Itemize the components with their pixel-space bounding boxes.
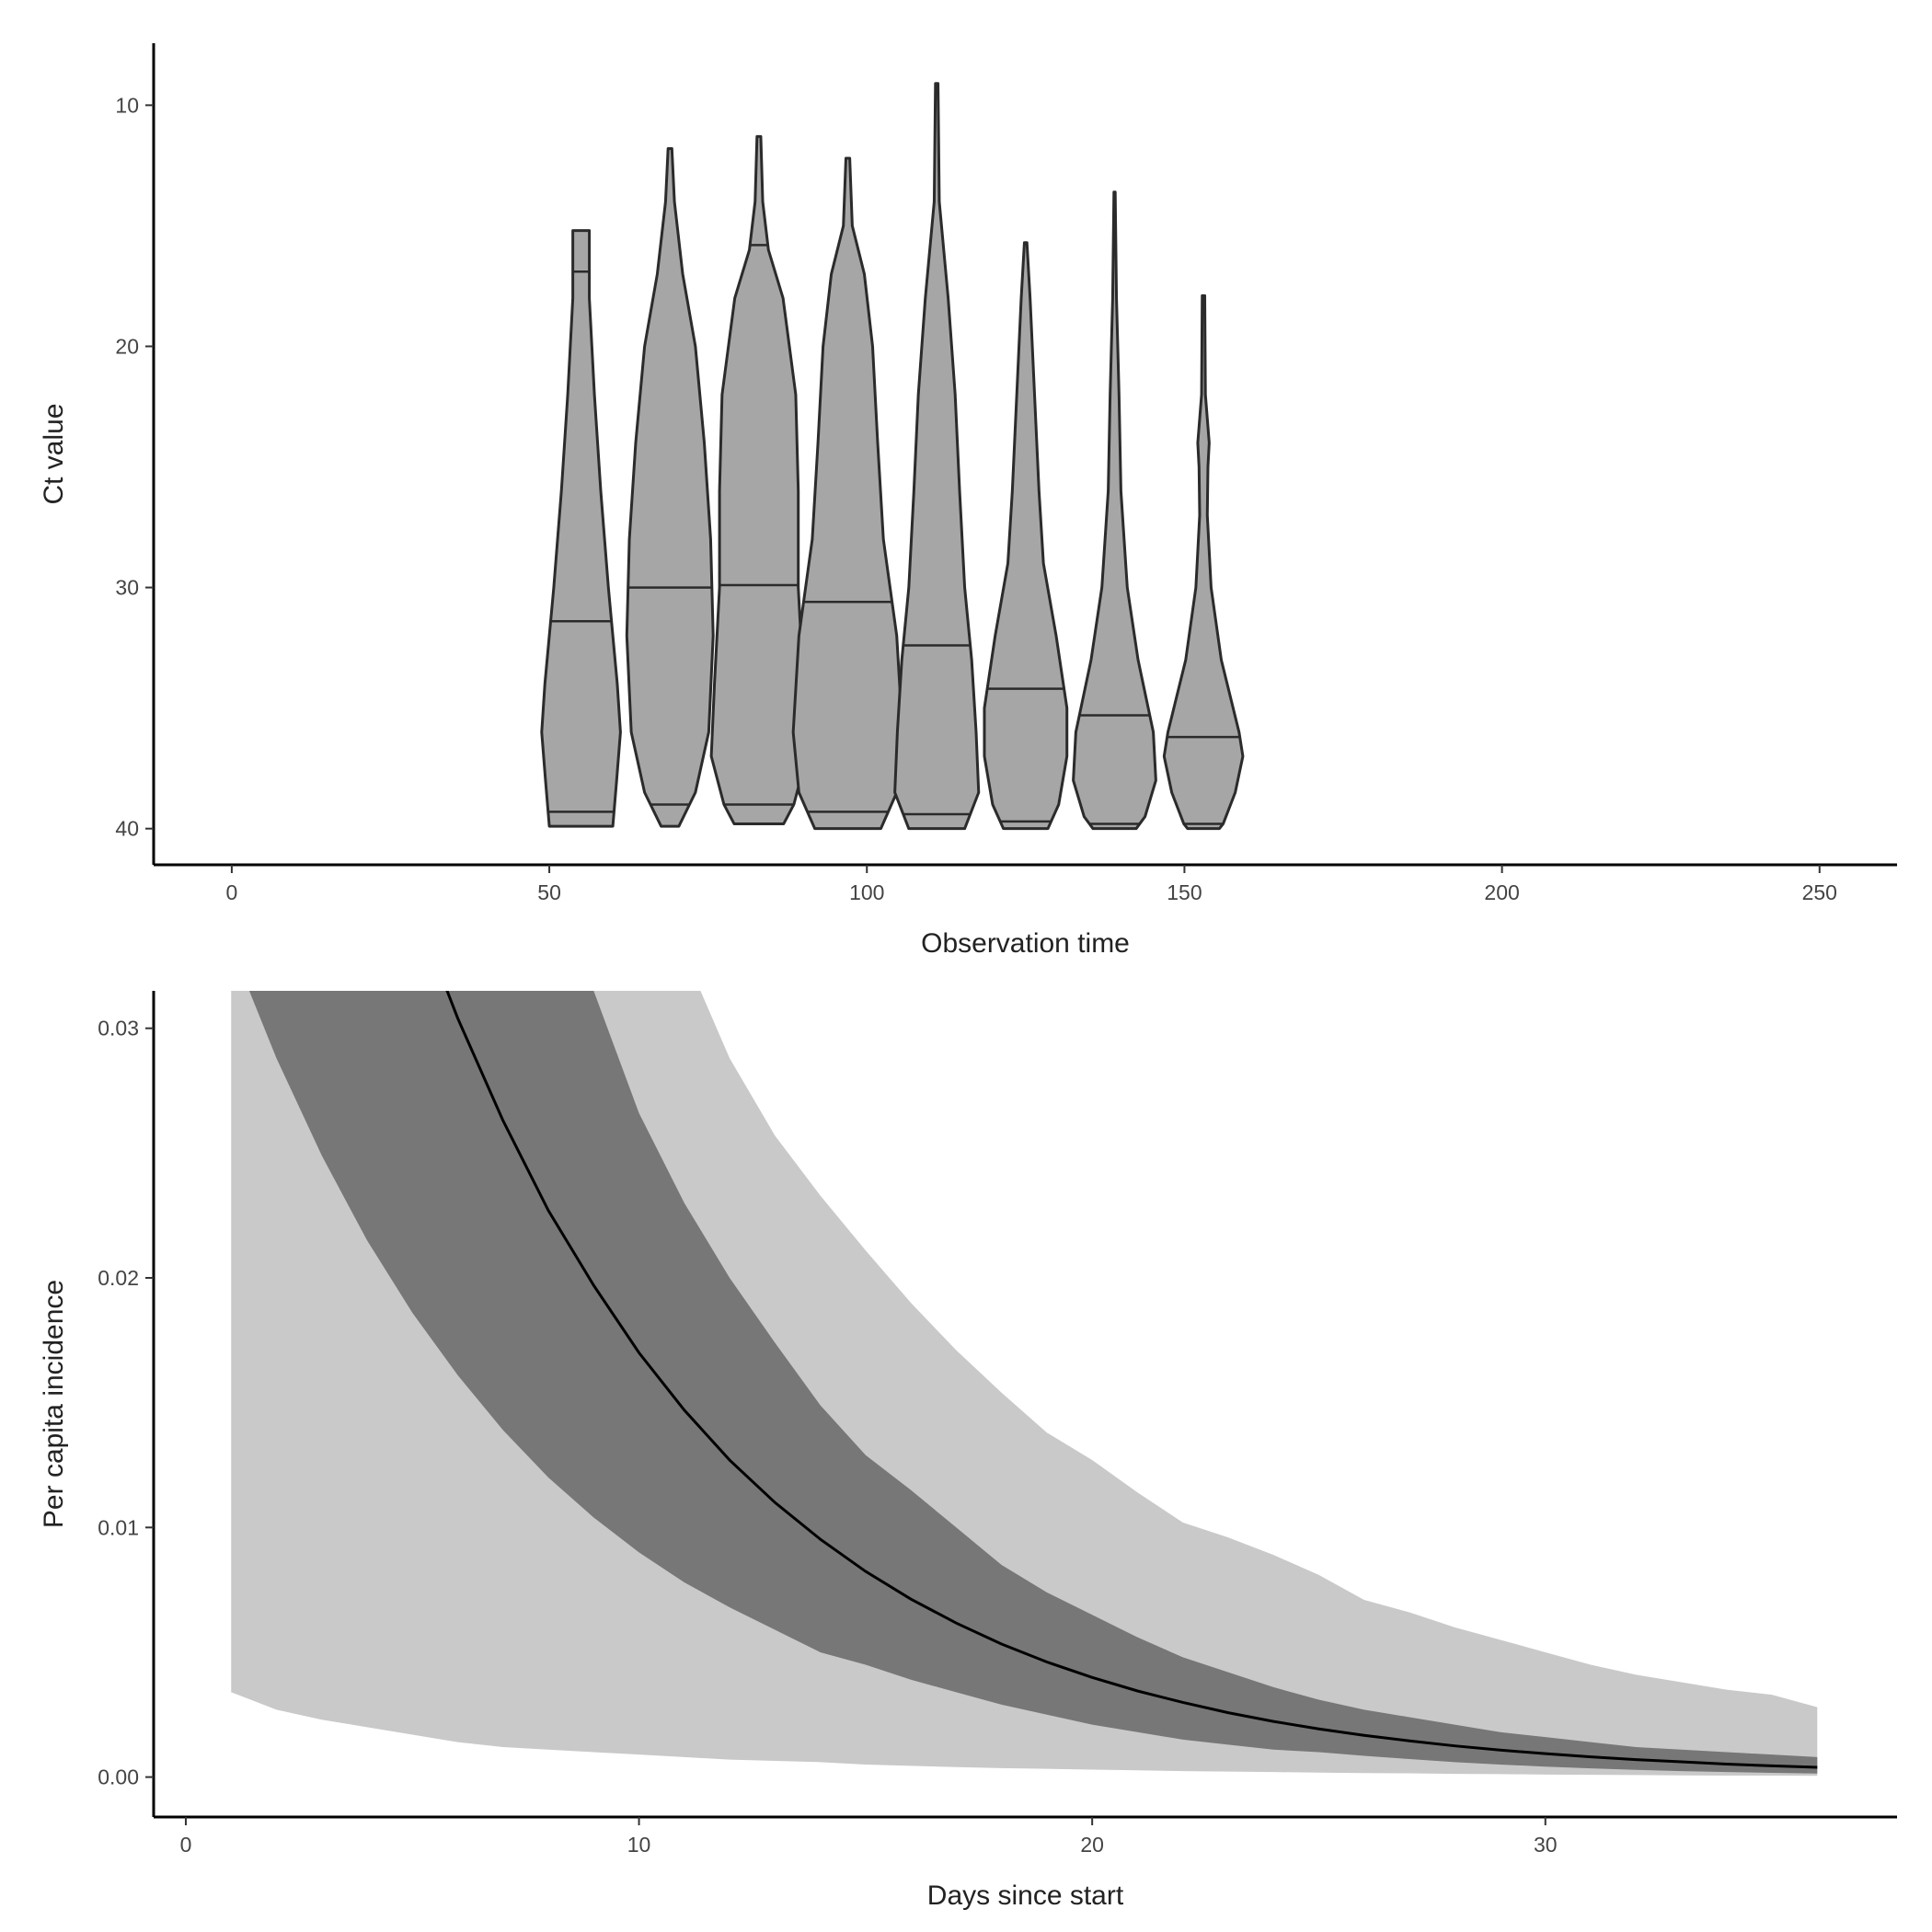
y-tick-label: 0.03 — [98, 1017, 139, 1041]
x-tick-label: 50 — [537, 880, 561, 904]
y-tick-label: 0.02 — [98, 1266, 139, 1290]
x-axis-title: Days since start — [927, 1880, 1124, 1911]
y-axis-title: Per capita incidence — [39, 1280, 69, 1528]
x-tick-label: 150 — [1167, 880, 1202, 904]
violin — [625, 147, 715, 828]
ribbon-50 — [248, 991, 1818, 1774]
x-tick-label: 20 — [1080, 1833, 1104, 1857]
x-tick-label: 200 — [1484, 880, 1519, 904]
violin — [893, 82, 981, 831]
y-tick-label: 20 — [115, 334, 139, 358]
plot-area — [231, 991, 1818, 1777]
y-tick-label: 40 — [115, 817, 139, 841]
violin — [709, 134, 809, 825]
x-tick-label: 10 — [627, 1833, 651, 1857]
x-axis-title: Observation time — [921, 928, 1130, 959]
y-axis-title: Ct value — [39, 403, 69, 504]
violin — [983, 241, 1069, 831]
y-tick-label: 0.00 — [98, 1765, 139, 1789]
violin — [791, 156, 904, 831]
x-tick-label: 100 — [849, 880, 884, 904]
x-tick-label: 0 — [180, 1833, 192, 1857]
y-tick-label: 10 — [115, 93, 139, 117]
y-tick-label: 0.01 — [98, 1515, 139, 1539]
y-tick-label: 30 — [115, 576, 139, 600]
violin — [1162, 293, 1245, 831]
violin — [1072, 190, 1157, 831]
x-tick-label: 250 — [1802, 880, 1837, 904]
violin — [540, 229, 622, 828]
median-line — [445, 991, 1818, 1769]
x-tick-label: 0 — [226, 880, 238, 904]
x-tick-label: 30 — [1534, 1833, 1558, 1857]
